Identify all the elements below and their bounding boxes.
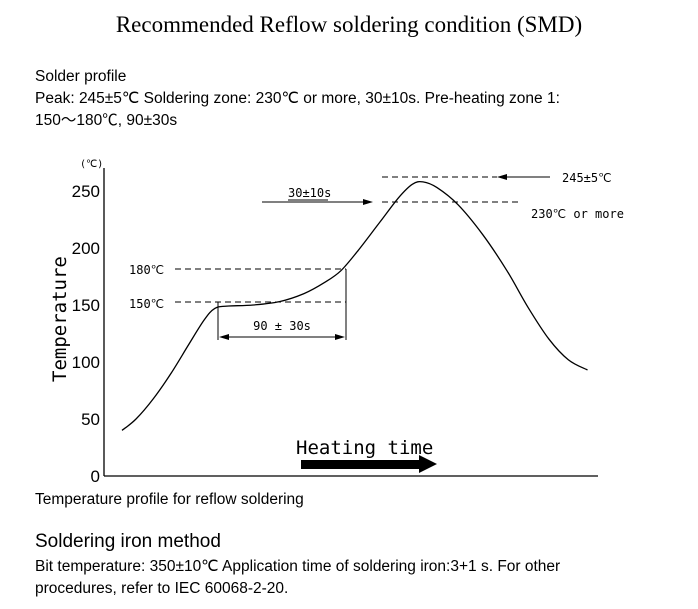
preheat-time-arrowhead-left [219, 334, 229, 340]
y-unit-label: (℃) [80, 159, 103, 170]
peak-label: 245±5℃ [562, 171, 612, 185]
soldering-iron-line-1: Bit temperature: 350±10℃ Application tim… [35, 558, 561, 575]
soldering-time-label: 30±10s [288, 186, 331, 200]
preheat-time-arrowhead-right [335, 334, 345, 340]
heating-arrow-shaft [301, 460, 420, 469]
heating-arrowhead [419, 455, 437, 473]
y-tick-label: 200 [72, 239, 100, 258]
y-axis-label: Temperature [49, 256, 71, 382]
page-title: Recommended Reflow soldering condition (… [115, 12, 583, 37]
preheat-low-label: 150℃ [129, 297, 164, 311]
solder-profile-line-1: Peak: 245±5℃ Soldering zone: 230℃ or mor… [35, 90, 560, 107]
chart-caption: Temperature profile for reflow soldering [35, 491, 304, 508]
soldering-iron-line-2: procedures, refer to IEC 60068-2-20. [35, 580, 289, 597]
y-tick-label: 150 [72, 296, 100, 315]
solder-profile-line-2: 150～180℃, 90±30s [35, 112, 178, 129]
y-tick-label: 250 [72, 182, 100, 201]
y-tick-label: 0 [91, 467, 100, 486]
soldering-zone-label: 230℃ or more [531, 207, 624, 221]
peak-arrowhead [497, 174, 507, 180]
soldering-iron-heading: Soldering iron method [35, 531, 221, 552]
y-tick-label: 50 [81, 410, 100, 429]
x-axis-label: Heating time [296, 437, 433, 459]
preheat-time-label: 90 ± 30s [253, 319, 311, 333]
preheat-high-label: 180℃ [129, 263, 164, 277]
temperature-curve [121, 180, 588, 431]
y-tick-label: 100 [72, 353, 100, 372]
soldering-time-arrowhead [363, 199, 373, 205]
solder-profile-heading: Solder profile [35, 68, 127, 85]
